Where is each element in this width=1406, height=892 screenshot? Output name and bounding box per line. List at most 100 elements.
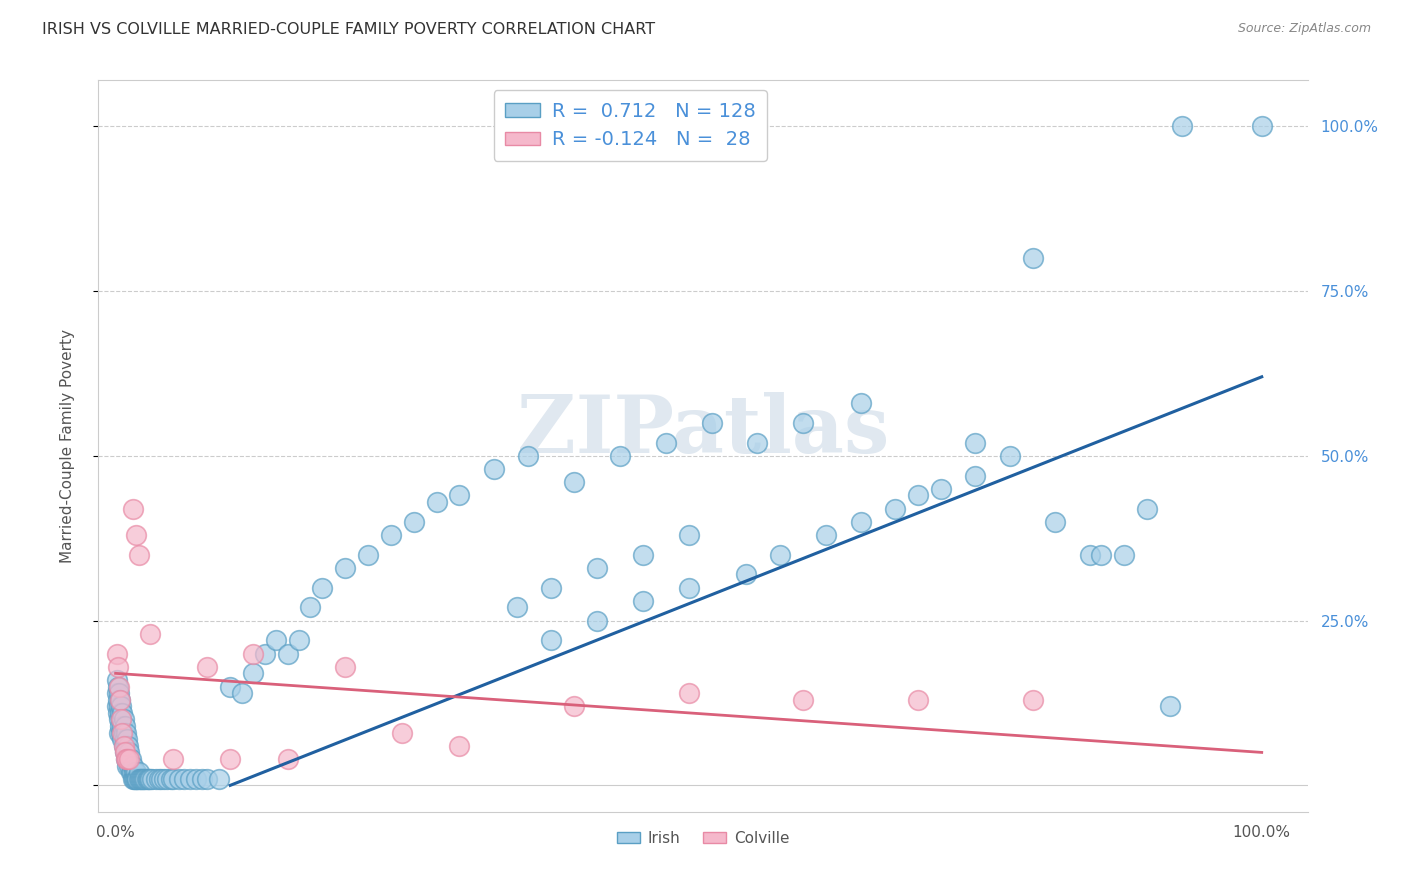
Point [152,772,174,786]
Point [121,765,143,780]
Point [128,548,150,562]
Point [134,772,156,786]
Point [107,659,129,673]
Point [159,772,181,786]
Point [769,548,792,562]
Point [195,659,218,673]
Point [108,680,131,694]
Point [231,686,253,700]
Point [125,772,148,786]
Point [117,752,139,766]
Point [609,449,631,463]
Point [114,746,136,760]
Point [110,725,132,739]
Point [134,772,156,786]
Point [277,647,299,661]
Point [122,772,145,786]
Point [127,772,149,786]
Point [907,692,929,706]
Point [120,752,142,766]
Point [1170,120,1192,134]
Point [110,713,132,727]
Point [1114,548,1136,562]
Point [425,495,447,509]
Point [884,501,907,516]
Point [121,758,143,772]
Point [115,739,138,753]
Point [148,772,170,786]
Point [1021,251,1043,265]
Point [380,528,402,542]
Point [631,548,654,562]
Point [678,686,700,700]
Point [747,435,769,450]
Point [107,692,129,706]
Point [482,462,505,476]
Point [121,772,143,786]
Point [253,647,276,661]
Point [391,725,413,739]
Point [1136,501,1159,516]
Point [402,515,425,529]
Point [138,772,160,786]
Point [128,772,150,786]
Point [1045,515,1067,529]
Point [449,488,471,502]
Point [167,772,190,786]
Point [678,581,700,595]
Point [195,772,218,786]
Point [111,732,134,747]
Point [115,725,138,739]
Point [792,692,814,706]
Point [1090,548,1112,562]
Point [108,713,131,727]
Point [562,475,585,490]
Point [118,752,141,766]
Point [586,614,609,628]
Point [145,772,167,786]
Point [124,765,146,780]
Point [139,627,162,641]
Point [108,686,131,700]
Point [1250,120,1272,134]
Point [111,725,134,739]
Point [1078,548,1101,562]
Point [357,548,380,562]
Point [631,594,654,608]
Point [242,647,264,661]
Point [114,719,136,733]
Point [110,699,132,714]
Point [121,501,143,516]
Point [118,746,141,760]
Point [700,416,723,430]
Point [965,435,987,450]
Point [184,772,207,786]
Point [115,752,138,766]
Point [117,739,139,753]
Point [110,713,132,727]
Point [122,765,145,780]
Legend: Irish, Colville: Irish, Colville [610,824,796,852]
Point [277,752,299,766]
Point [586,561,609,575]
Point [998,449,1021,463]
Point [125,765,148,780]
Point [288,633,311,648]
Point [128,772,150,786]
Point [105,686,128,700]
Point [242,666,264,681]
Point [125,528,148,542]
Point [264,633,287,648]
Point [299,600,322,615]
Point [849,396,872,410]
Point [208,772,231,786]
Point [112,739,135,753]
Point [108,719,131,733]
Point [118,758,141,772]
Point [108,692,131,706]
Point [929,482,952,496]
Point [132,772,155,786]
Point [162,772,184,786]
Point [128,765,150,780]
Text: IRISH VS COLVILLE MARRIED-COUPLE FAMILY POVERTY CORRELATION CHART: IRISH VS COLVILLE MARRIED-COUPLE FAMILY … [42,22,655,37]
